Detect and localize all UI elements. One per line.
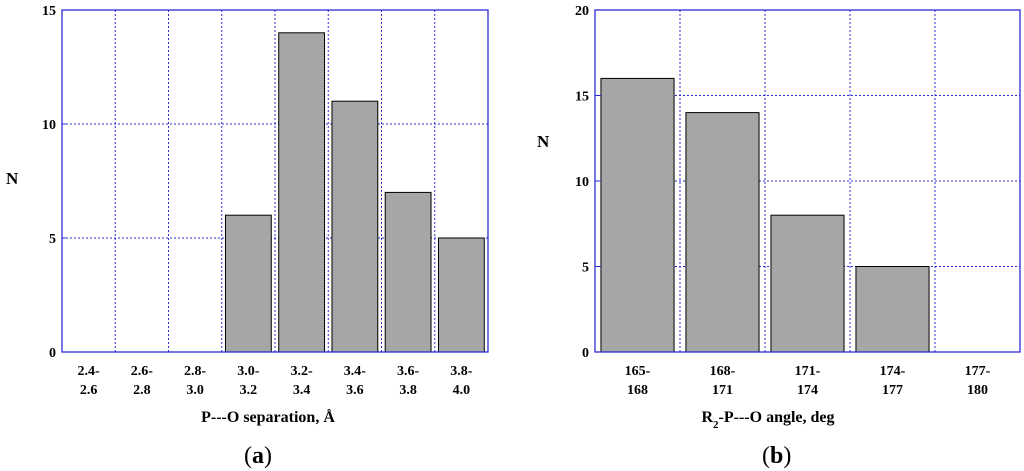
chart-a-panel-letter: a (252, 443, 264, 469)
chart-b-panel-letter: b (770, 443, 783, 469)
a-xtick-label: 2.6- 2.8 (131, 364, 154, 398)
chart-a: N 0 5 10 15 2.4- 2.6 2.6- 2.8 2.8- 3.0 3.0- 3.2 3.2… (6, 4, 489, 469)
a-xtick-line2: 3.2 (240, 383, 258, 398)
chart-b-xlabel-rest: -P---O angle, deg (719, 409, 835, 426)
b-xtick-label: 165- 168 (625, 364, 651, 398)
a-ytick-label: 5 (49, 232, 56, 247)
a-xtick-line2: 3.8 (399, 383, 417, 398)
b-xtick-line2: 174 (797, 383, 818, 398)
b-xtick-line1: 165- (625, 364, 651, 379)
chart-a-bars (224, 32, 485, 353)
b-ytick-label: 10 (575, 175, 589, 190)
a-xtick-line2: 3.0 (186, 383, 204, 398)
a-xtick-line1: 3.6- (397, 364, 420, 379)
a-ytick-label: 15 (42, 4, 56, 19)
chart-b-panel-label: (b) (762, 443, 791, 469)
a-bar (278, 32, 326, 353)
b-xtick-line1: 177- (965, 364, 991, 379)
a-ytick-label: 0 (49, 346, 56, 361)
chart-a-xlabel: P---O separation, Å (201, 408, 335, 426)
a-xtick-line2: 2.8 (133, 383, 151, 398)
b-bar (685, 112, 760, 353)
a-bar (384, 191, 432, 353)
b-xtick-line2: 168 (627, 383, 648, 398)
a-bar (437, 237, 485, 353)
a-xtick-line1: 3.0- (237, 364, 260, 379)
b-xtick-label: 177- 180 (965, 364, 991, 398)
a-xtick-label: 3.4- 3.6 (344, 364, 367, 398)
a-ytick-label: 10 (42, 118, 56, 133)
b-xtick-line1: 171- (795, 364, 821, 379)
a-xtick-line1: 3.2- (291, 364, 314, 379)
chart-a-frame (61, 9, 489, 353)
a-xtick-label: 3.8- 4.0 (450, 364, 473, 398)
a-xtick-line2: 3.6 (346, 383, 364, 398)
a-bar (331, 100, 379, 353)
chart-b-xlabel: R2-P---O angle, deg (701, 409, 834, 431)
chart-b-xlabel-sub: 2 (713, 419, 719, 431)
a-xtick-label: 3.6- 3.8 (397, 364, 420, 398)
a-xtick-line1: 2.8- (184, 364, 207, 379)
chart-a-ylabel: N (6, 169, 19, 188)
chart-b-ylabel: N (537, 132, 550, 151)
b-xtick-line1: 168- (710, 364, 736, 379)
chart-b-x-ticks: 165- 168 168- 171 171- 174 174- 177 177- 180 (625, 364, 991, 398)
b-ytick-label: 20 (575, 4, 589, 19)
b-bar (855, 266, 930, 353)
b-ytick-label: 5 (582, 261, 589, 276)
b-xtick-label: 171- 174 (795, 364, 821, 398)
chart-b-y-ticks: 0 5 10 15 20 (575, 4, 601, 361)
b-xtick-line1: 174- (880, 364, 906, 379)
chart-a-x-ticks: 2.4-2.62.6-2.82.8-3.03.0-3.23.2-3.43.4-3… (78, 364, 473, 398)
a-xtick-line2: 2.6 (80, 383, 98, 398)
a-xtick-label: 2.8- 3.0 (184, 364, 207, 398)
b-xtick-label: 168- 171 (710, 364, 736, 398)
a-xtick-line2: 4.0 (453, 383, 471, 398)
b-bar (600, 77, 675, 353)
a-xtick-label: 2.4- 2.6 (78, 364, 101, 398)
chart-a-panel-label: (a) (244, 443, 272, 469)
b-xtick-line2: 171 (712, 383, 733, 398)
a-xtick-line1: 2.6- (131, 364, 154, 379)
a-xtick-line1: 2.4- (78, 364, 101, 379)
b-xtick-line2: 177 (882, 383, 903, 398)
a-xtick-label: 3.0- 3.2 (237, 364, 260, 398)
chart-b-xlabel-r: R (701, 409, 713, 426)
b-ytick-label: 15 (575, 90, 589, 105)
chart-a-y-ticks: 0 5 10 15 (42, 4, 68, 361)
a-xtick-label: 3.2- 3.4 (291, 364, 314, 398)
a-bar (224, 214, 272, 353)
a-xtick-line1: 3.8- (450, 364, 473, 379)
a-xtick-line2: 3.4 (293, 383, 311, 398)
a-xtick-line1: 3.4- (344, 364, 367, 379)
b-xtick-line2: 180 (967, 383, 988, 398)
chart-a-gridlines (62, 10, 488, 352)
b-bar (770, 214, 845, 353)
b-xtick-label: 174- 177 (880, 364, 906, 398)
b-ytick-label: 0 (582, 346, 589, 361)
